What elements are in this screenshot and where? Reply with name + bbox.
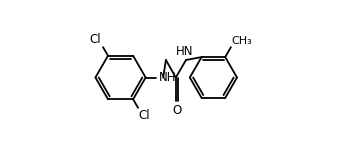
Text: Cl: Cl [90,33,101,46]
Text: Cl: Cl [139,109,150,122]
Text: CH₃: CH₃ [231,36,252,46]
Text: O: O [172,104,182,117]
Text: HN: HN [176,45,193,58]
Text: NH: NH [159,71,177,84]
